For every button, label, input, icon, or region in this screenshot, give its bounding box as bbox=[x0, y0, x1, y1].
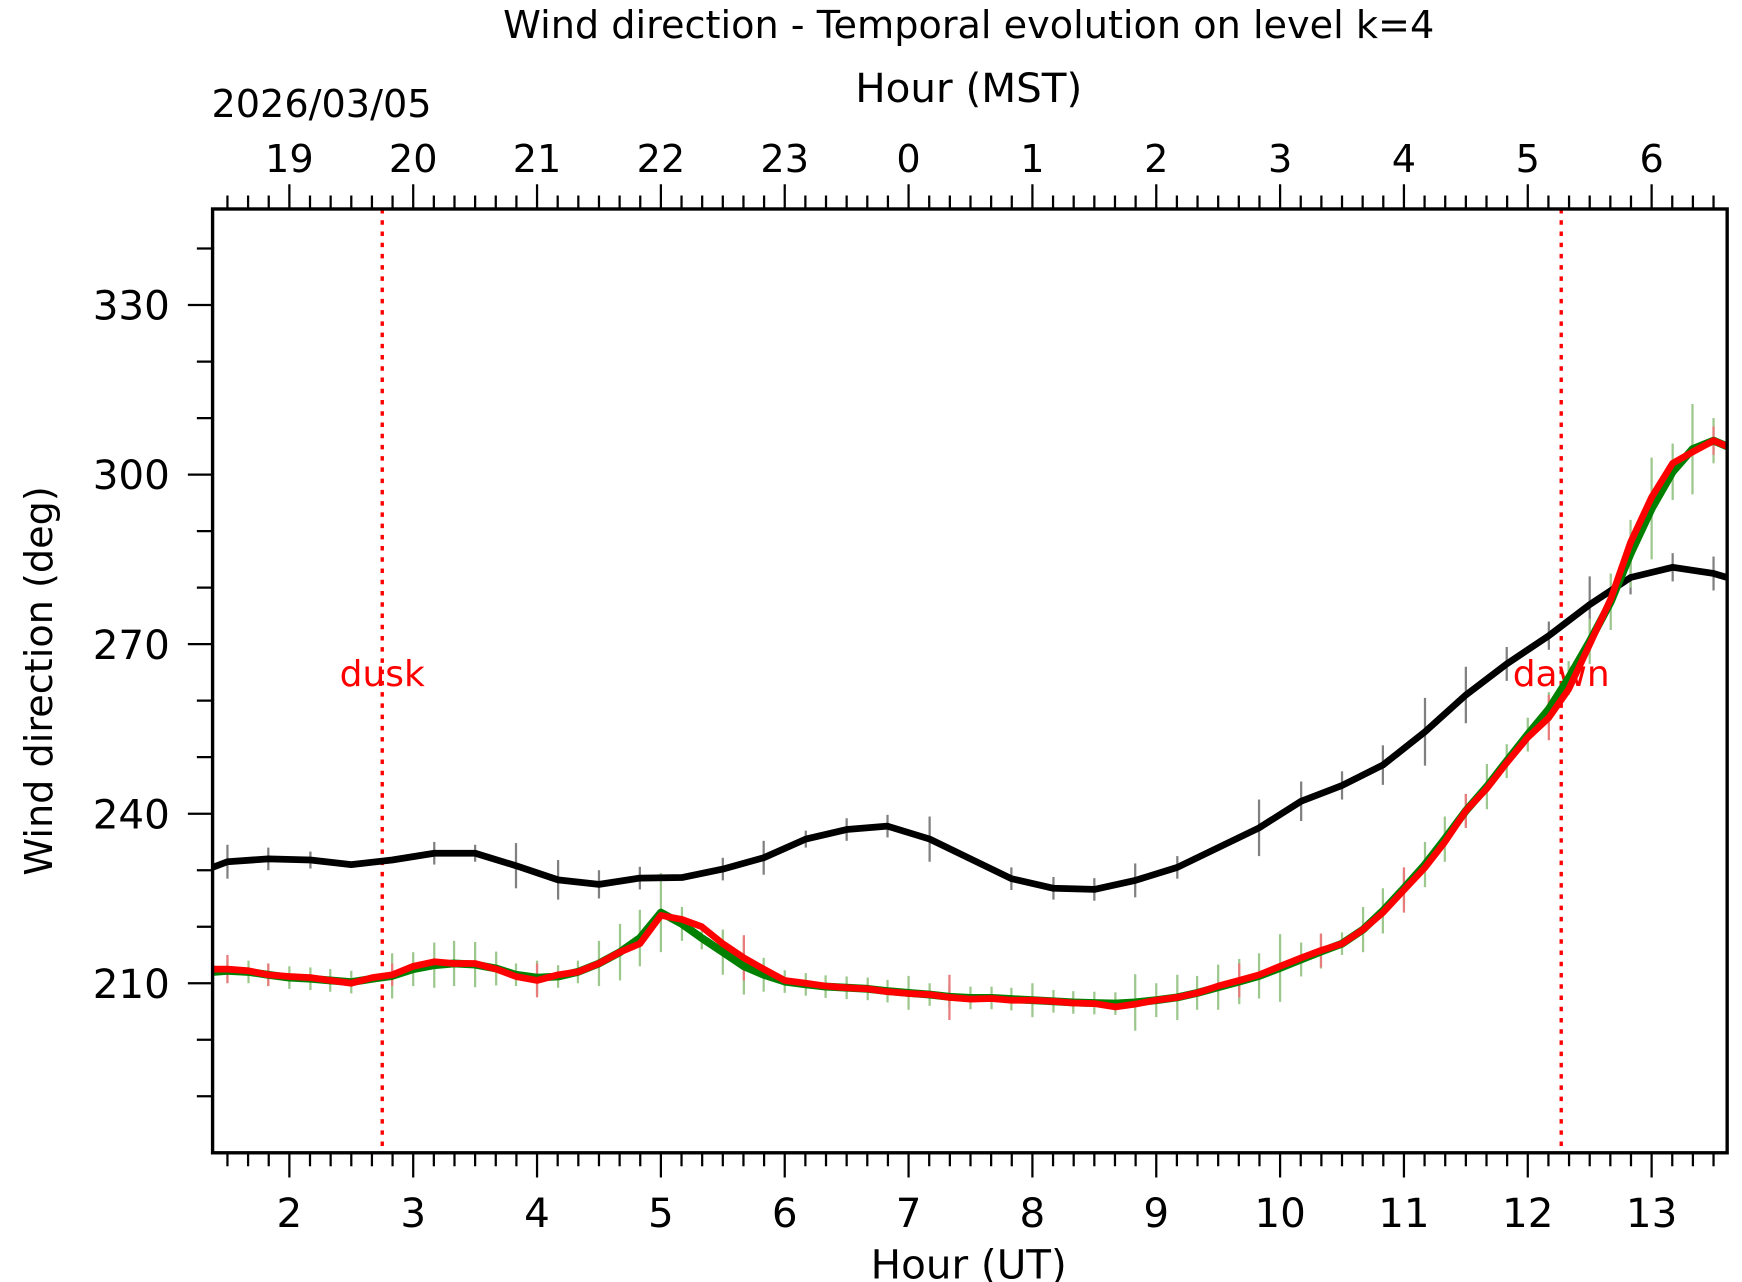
x2-tick-label: 2 bbox=[1144, 138, 1168, 182]
x-tick-label: 9 bbox=[1143, 1189, 1169, 1237]
x2-tick-label: 19 bbox=[265, 138, 314, 182]
x2-tick-label: 5 bbox=[1516, 138, 1540, 182]
x2-tick-label: 1 bbox=[1020, 138, 1044, 182]
x-axis-label: Hour (UT) bbox=[871, 1241, 1067, 1282]
plot-area: dusk dawn21932042152262370819210311412513… bbox=[93, 138, 1729, 1237]
y-tick-label: 240 bbox=[93, 790, 170, 838]
black-series-line bbox=[211, 563, 1729, 893]
x-tick-label: 7 bbox=[896, 1189, 922, 1237]
x-tick-label: 13 bbox=[1626, 1189, 1677, 1237]
chart-title: Wind direction - Temporal evolution on l… bbox=[503, 4, 1434, 48]
green-series-line bbox=[212, 436, 1729, 1008]
x-tick-label: 5 bbox=[648, 1189, 674, 1237]
x-tick-label: 8 bbox=[1020, 1189, 1046, 1237]
x2-tick-label: 23 bbox=[760, 138, 809, 182]
date-label: 2026/03/05 bbox=[211, 83, 431, 127]
red-series-line bbox=[212, 437, 1729, 1011]
x2-tick-label: 21 bbox=[513, 138, 562, 182]
x2-tick-label: 4 bbox=[1392, 138, 1416, 182]
y-tick-label: 330 bbox=[93, 282, 170, 330]
plot-frame bbox=[210, 207, 1729, 1155]
dusk-label: dusk bbox=[340, 654, 425, 695]
x-tick-label: 11 bbox=[1378, 1189, 1429, 1237]
x2-tick-label: 20 bbox=[389, 138, 438, 182]
x-tick-label: 2 bbox=[276, 1189, 302, 1237]
x2-tick-label: 22 bbox=[637, 138, 686, 182]
x-tick-label: 10 bbox=[1254, 1189, 1305, 1237]
x-tick-label: 6 bbox=[772, 1189, 798, 1237]
x2-tick-label: 3 bbox=[1268, 138, 1292, 182]
y-tick-label: 270 bbox=[93, 621, 170, 669]
x2-tick-label: 6 bbox=[1639, 138, 1663, 182]
x-tick-label: 4 bbox=[524, 1189, 550, 1237]
y-tick-label: 210 bbox=[93, 960, 170, 1008]
x-tick-label: 12 bbox=[1502, 1189, 1553, 1237]
x2-axis-label: Hour (MST) bbox=[855, 64, 1082, 112]
y-axis-label: Wind direction (deg) bbox=[18, 486, 62, 875]
y-tick-label: 300 bbox=[93, 451, 170, 499]
x-tick-label: 3 bbox=[400, 1189, 426, 1237]
x2-tick-label: 0 bbox=[896, 138, 920, 182]
